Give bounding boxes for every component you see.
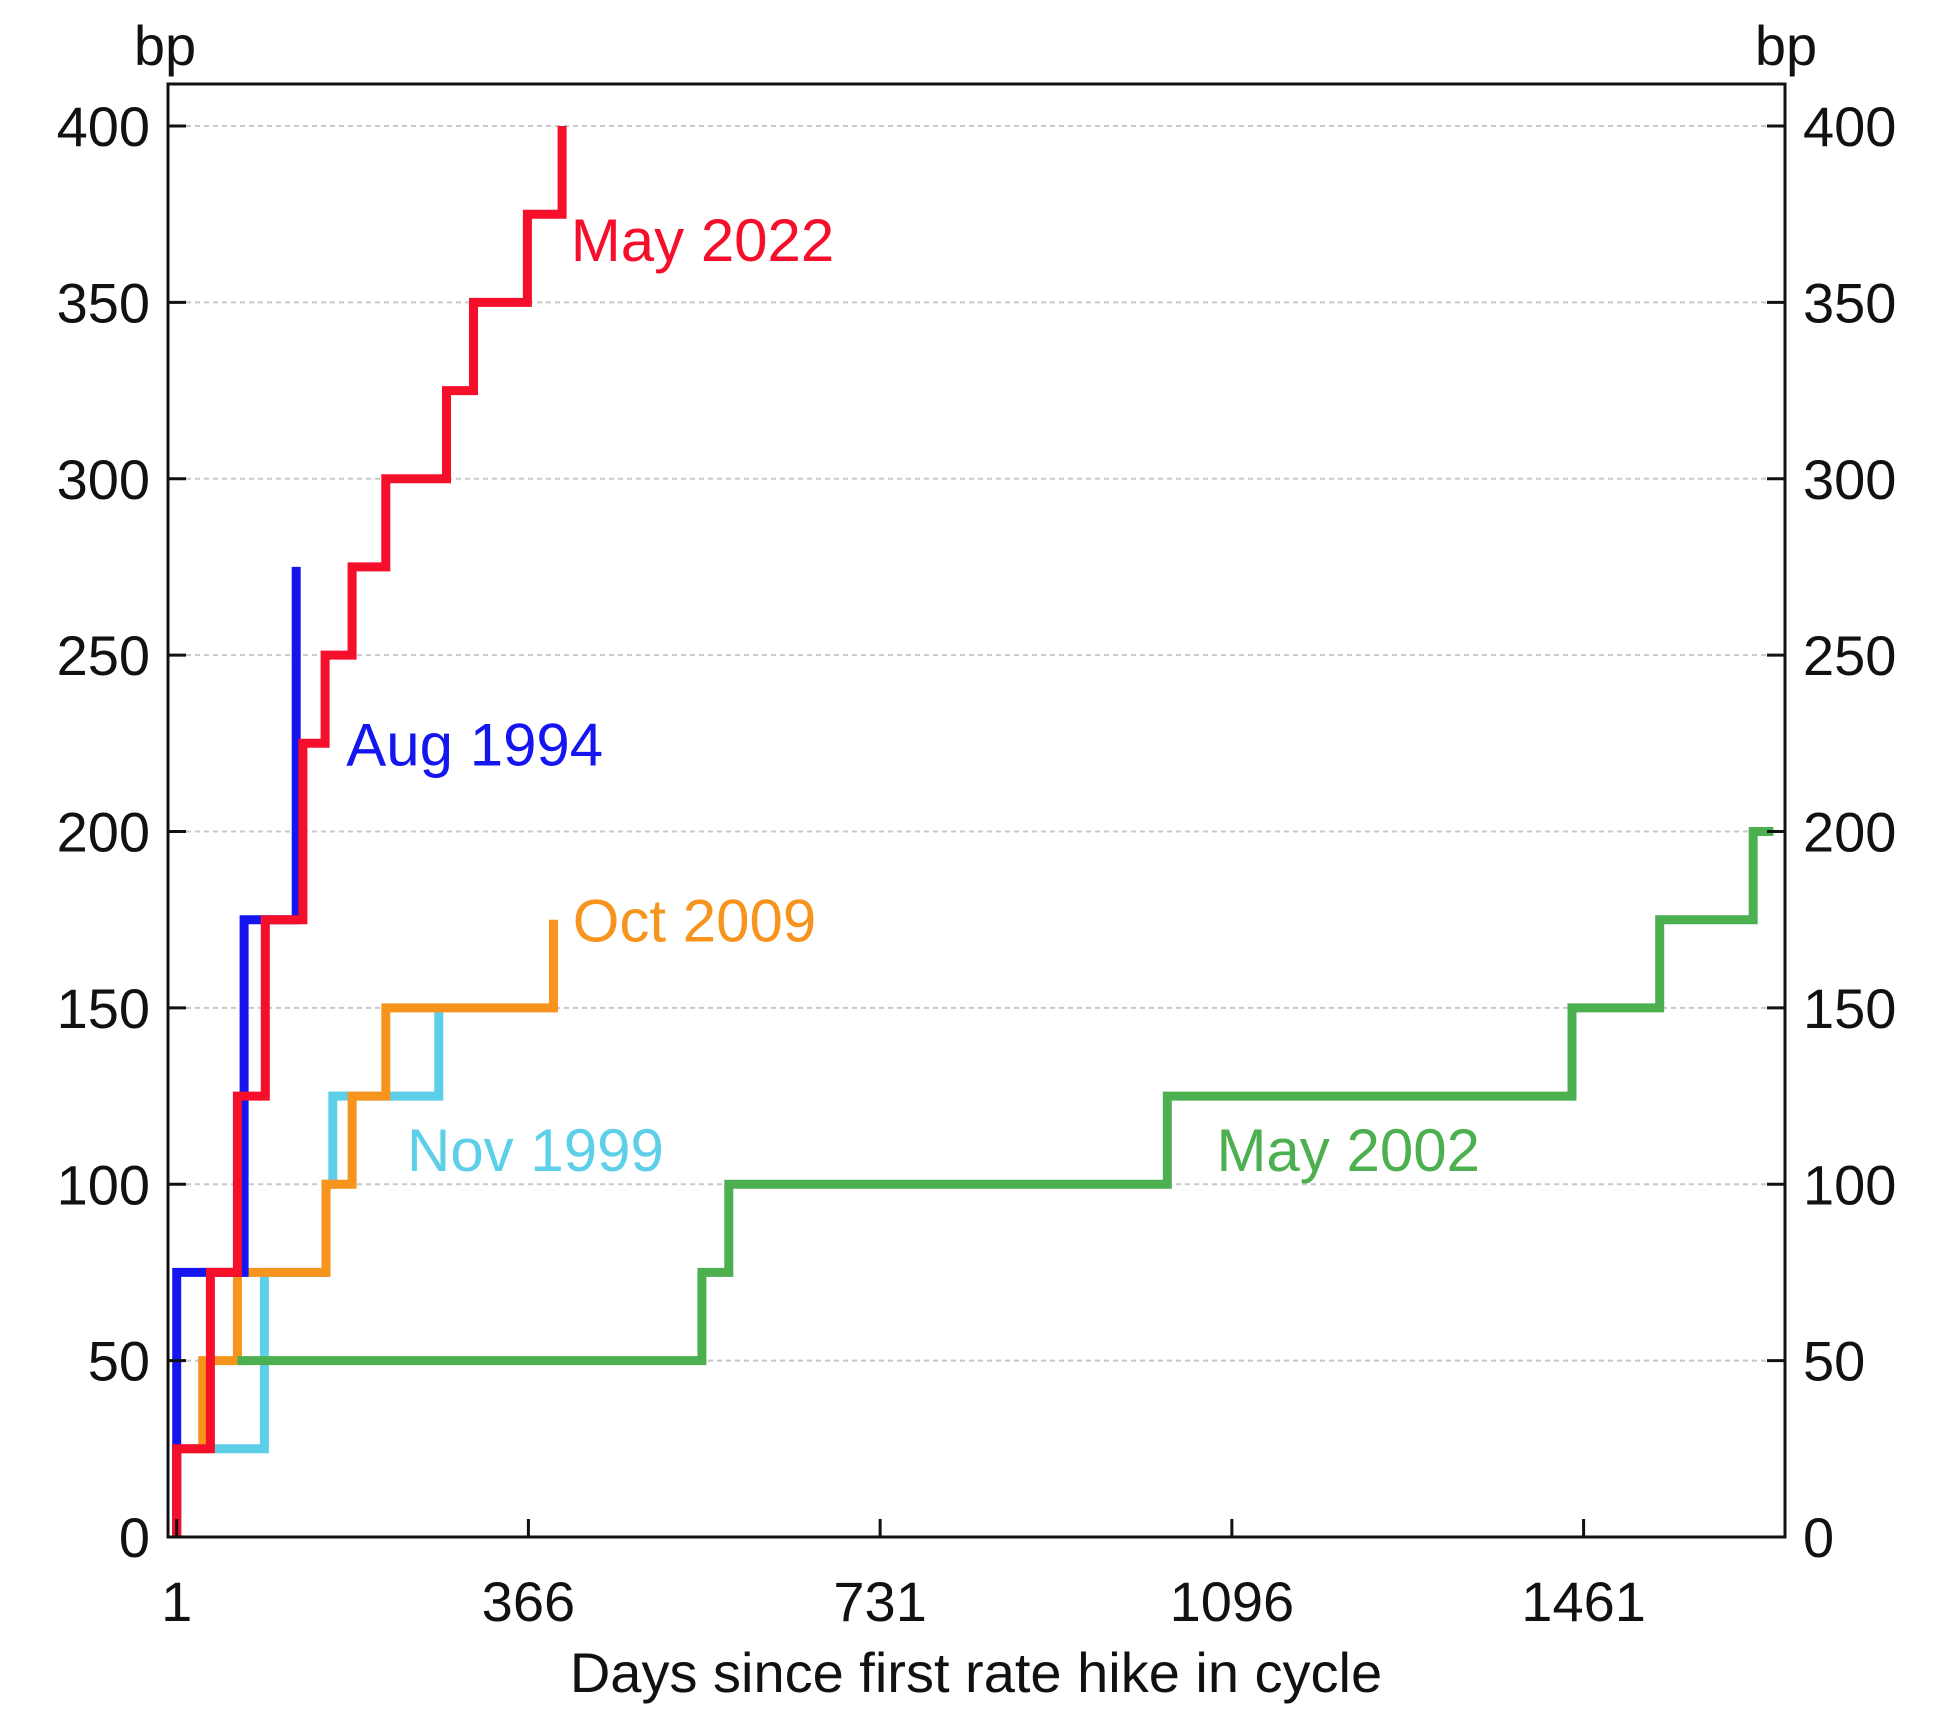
plot-frame (166, 82, 1787, 1539)
y-unit-left: bp (134, 14, 196, 77)
series-label-may-2022: May 2022 (571, 207, 835, 274)
series-line-oct-2009 (172, 919, 558, 1537)
y-tick-label-left: 0 (119, 1506, 150, 1569)
y-tick-label-right: 150 (1803, 977, 1896, 1040)
y-tick-label-left: 50 (88, 1330, 150, 1393)
y-tick-label-right: 0 (1803, 1506, 1834, 1569)
series-label-nov-1999: Nov 1999 (407, 1117, 664, 1184)
x-tick-label: 1461 (1521, 1570, 1646, 1633)
x-tick-label: 366 (482, 1570, 575, 1633)
series-line-aug-1994 (172, 566, 301, 1537)
y-tick-label-left: 250 (57, 624, 150, 687)
series-label-oct-2009: Oct 2009 (573, 888, 817, 955)
x-tick-label: 1 (161, 1570, 192, 1633)
series-line-may-2022 (172, 126, 567, 1537)
y-tick-label-right: 200 (1803, 801, 1896, 864)
series-label-aug-1994: Aug 1994 (346, 711, 603, 778)
series-label-may-2002: May 2002 (1216, 1117, 1480, 1184)
x-tick-label: 731 (833, 1570, 926, 1633)
x-axis-title: Days since first rate hike in cycle (570, 1641, 1382, 1704)
y-tick-label-left: 150 (57, 977, 150, 1040)
x-tick-label: 1096 (1170, 1570, 1295, 1633)
y-tick-label-right: 300 (1803, 448, 1896, 511)
y-tick-label-left: 300 (57, 448, 150, 511)
series-line-may-2002 (237, 827, 1774, 1366)
y-tick-label-right: 100 (1803, 1153, 1896, 1216)
y-tick-label-right: 250 (1803, 624, 1896, 687)
series-lines: Nov 1999 Oct 2009 May 2002 Aug 1994 May 2022 (172, 126, 1774, 1537)
y-tick-label-left: 400 (57, 95, 150, 158)
y-tick-label-right: 50 (1803, 1330, 1865, 1393)
y-unit-right: bp (1755, 14, 1817, 77)
y-tick-label-left: 350 (57, 271, 150, 334)
y-tick-label-left: 200 (57, 801, 150, 864)
y-tick-label-right: 350 (1803, 271, 1896, 334)
y-tick-label-left: 100 (57, 1153, 150, 1216)
ticks: 0 0 50 50 100 100 150 150 200 200 250 250 300 300 350 3… (57, 95, 1897, 1633)
y-tick-label-right: 400 (1803, 95, 1896, 158)
